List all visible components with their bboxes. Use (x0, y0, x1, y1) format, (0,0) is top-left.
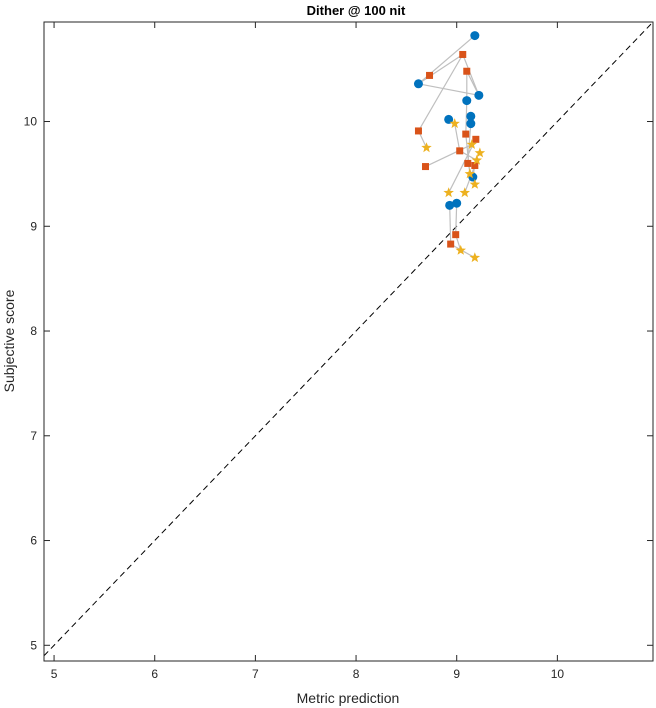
chart-title: Dither @ 100 nit (307, 3, 406, 18)
x-tick-label: 7 (252, 667, 259, 681)
y-tick-label: 6 (30, 534, 37, 548)
y-tick-label: 10 (24, 115, 38, 129)
connector-line (417, 53, 464, 148)
square-point (414, 127, 422, 135)
star-point (459, 187, 470, 198)
star-point (471, 154, 483, 165)
star-point (466, 139, 477, 149)
square-point (472, 135, 480, 143)
connector-line (425, 144, 473, 168)
circle-point (445, 200, 455, 210)
x-tick-label: 6 (151, 667, 158, 681)
x-axis-label: Metric prediction (297, 690, 400, 706)
reference-line (43, 21, 654, 657)
circle-point (470, 31, 480, 41)
circle-point (444, 114, 454, 124)
connector-line (417, 35, 480, 97)
circle-point (462, 96, 472, 106)
square-point (452, 231, 460, 239)
square-point (471, 162, 479, 170)
x-tick-label: 9 (453, 667, 460, 681)
connector-line (448, 139, 477, 193)
square-point (463, 67, 471, 75)
square-point (464, 159, 472, 167)
x-tick-label: 8 (353, 667, 360, 681)
square-point (456, 147, 464, 155)
square-point (447, 240, 455, 248)
star-point (455, 244, 466, 255)
circle-point (413, 79, 423, 89)
star-point (469, 178, 481, 189)
connector-line (455, 203, 462, 251)
circle-point (466, 119, 476, 129)
y-tick-label: 9 (30, 219, 37, 233)
plot-frame (43, 21, 654, 662)
y-tick-label: 5 (30, 638, 37, 652)
circle-point (466, 111, 476, 121)
star-point (443, 187, 454, 198)
star-point (474, 147, 486, 158)
x-tick-label: 10 (551, 667, 565, 681)
star-point (421, 142, 432, 153)
x-tick-label: 5 (51, 667, 58, 681)
y-axis-label: Subjective score (1, 289, 17, 392)
circle-point (452, 198, 462, 208)
y-tick-label: 8 (30, 324, 37, 338)
star-point (469, 252, 481, 263)
square-point (462, 130, 470, 138)
circle-point (474, 90, 484, 100)
star-point (449, 118, 460, 129)
square-point (426, 71, 434, 79)
square-point (422, 163, 430, 171)
square-point (459, 50, 467, 58)
y-tick-label: 7 (30, 429, 37, 443)
star-point (464, 168, 475, 179)
